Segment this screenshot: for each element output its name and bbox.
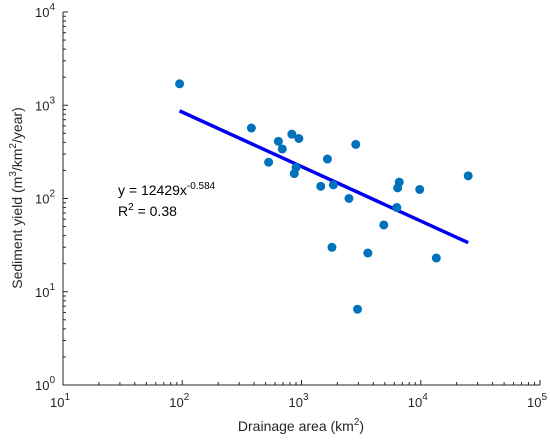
fit-equation: y = 12429x-0.584 xyxy=(118,181,216,198)
fit-equation-base: y = 12429x xyxy=(118,182,187,198)
y-tick-label-exponent: 2 xyxy=(49,189,55,200)
x-tick-label: 101 xyxy=(50,392,70,410)
y-axis-label-part: Sediment yield (m xyxy=(9,177,25,289)
x-tick-label-exponent: 1 xyxy=(64,392,70,403)
y-tick-label: 103 xyxy=(35,95,55,113)
data-point xyxy=(351,139,361,149)
data-point xyxy=(273,136,283,146)
x-axis-label-tail: ) xyxy=(359,418,364,434)
y-tick-label: 101 xyxy=(35,282,55,300)
data-point xyxy=(246,123,256,133)
y-tick-label-exponent: 4 xyxy=(49,2,55,13)
x-tick-label-exponent: 5 xyxy=(541,392,547,403)
data-point xyxy=(264,157,274,167)
x-tick-label-exponent: 2 xyxy=(184,392,190,403)
r-squared: R2 = 0.38 xyxy=(118,202,177,219)
x-tick-label-base: 10 xyxy=(50,395,64,410)
x-tick-label-exponent: 4 xyxy=(422,392,428,403)
fit-layer xyxy=(178,109,469,245)
axis-frame xyxy=(62,12,540,386)
data-point xyxy=(394,177,404,187)
y-axis-label: Sediment yield (m3/km2/year) xyxy=(8,107,25,289)
fit-line xyxy=(178,109,469,245)
x-tick-label: 103 xyxy=(288,392,308,410)
data-point xyxy=(353,304,363,314)
y-tick-label-base: 10 xyxy=(35,98,49,113)
fit-equation-exponent: -0.584 xyxy=(187,181,216,192)
y-axis-label-superscript: 2 xyxy=(8,143,19,149)
data-point xyxy=(291,163,301,173)
y-tick-label: 102 xyxy=(35,189,55,207)
r-squared-prefix: R xyxy=(118,203,128,219)
data-point xyxy=(287,129,297,139)
x-tick-label: 102 xyxy=(169,392,189,410)
data-point xyxy=(379,220,389,230)
data-point xyxy=(463,171,473,181)
data-point xyxy=(277,144,287,154)
x-tick-label-base: 10 xyxy=(527,395,541,410)
data-point xyxy=(175,79,185,89)
data-point xyxy=(294,133,304,143)
plot-area xyxy=(63,12,540,385)
x-axis-label-base: Drainage area (km xyxy=(238,418,354,434)
x-tick-label: 104 xyxy=(408,392,428,410)
y-tick-label: 104 xyxy=(35,2,55,20)
r-squared-value: = 0.38 xyxy=(134,203,177,219)
y-axis-label-superscript: 3 xyxy=(8,171,19,177)
data-point xyxy=(344,194,354,203)
y-tick-label: 100 xyxy=(35,375,55,393)
y-tick-label-base: 10 xyxy=(35,285,49,300)
x-tick-label: 105 xyxy=(527,392,547,410)
x-axis-label-superscript: 2 xyxy=(354,417,360,428)
x-tick-label-exponent: 3 xyxy=(303,392,309,403)
data-point xyxy=(431,253,441,263)
x-axis-label: Drainage area (km2) xyxy=(238,417,364,434)
data-point xyxy=(328,180,338,190)
y-tick-label-exponent: 0 xyxy=(49,375,55,386)
y-axis-label-part: /km xyxy=(9,149,25,172)
points-layer xyxy=(175,79,473,314)
data-point xyxy=(415,184,425,194)
data-point xyxy=(327,242,337,252)
y-tick-label-exponent: 1 xyxy=(49,282,55,293)
data-point xyxy=(322,154,332,164)
y-tick-label-base: 10 xyxy=(35,5,49,20)
data-point xyxy=(392,203,402,213)
r-squared-superscript: 2 xyxy=(128,202,134,213)
y-tick-label-base: 10 xyxy=(35,192,49,207)
y-tick-label-base: 10 xyxy=(35,378,49,393)
x-tick-label-base: 10 xyxy=(169,395,183,410)
y-axis-label-part: /year) xyxy=(9,107,25,143)
data-point xyxy=(316,181,326,191)
x-tick-label-base: 10 xyxy=(408,395,422,410)
x-tick-label-base: 10 xyxy=(288,395,302,410)
data-point xyxy=(363,248,373,258)
y-tick-label-exponent: 3 xyxy=(49,95,55,106)
